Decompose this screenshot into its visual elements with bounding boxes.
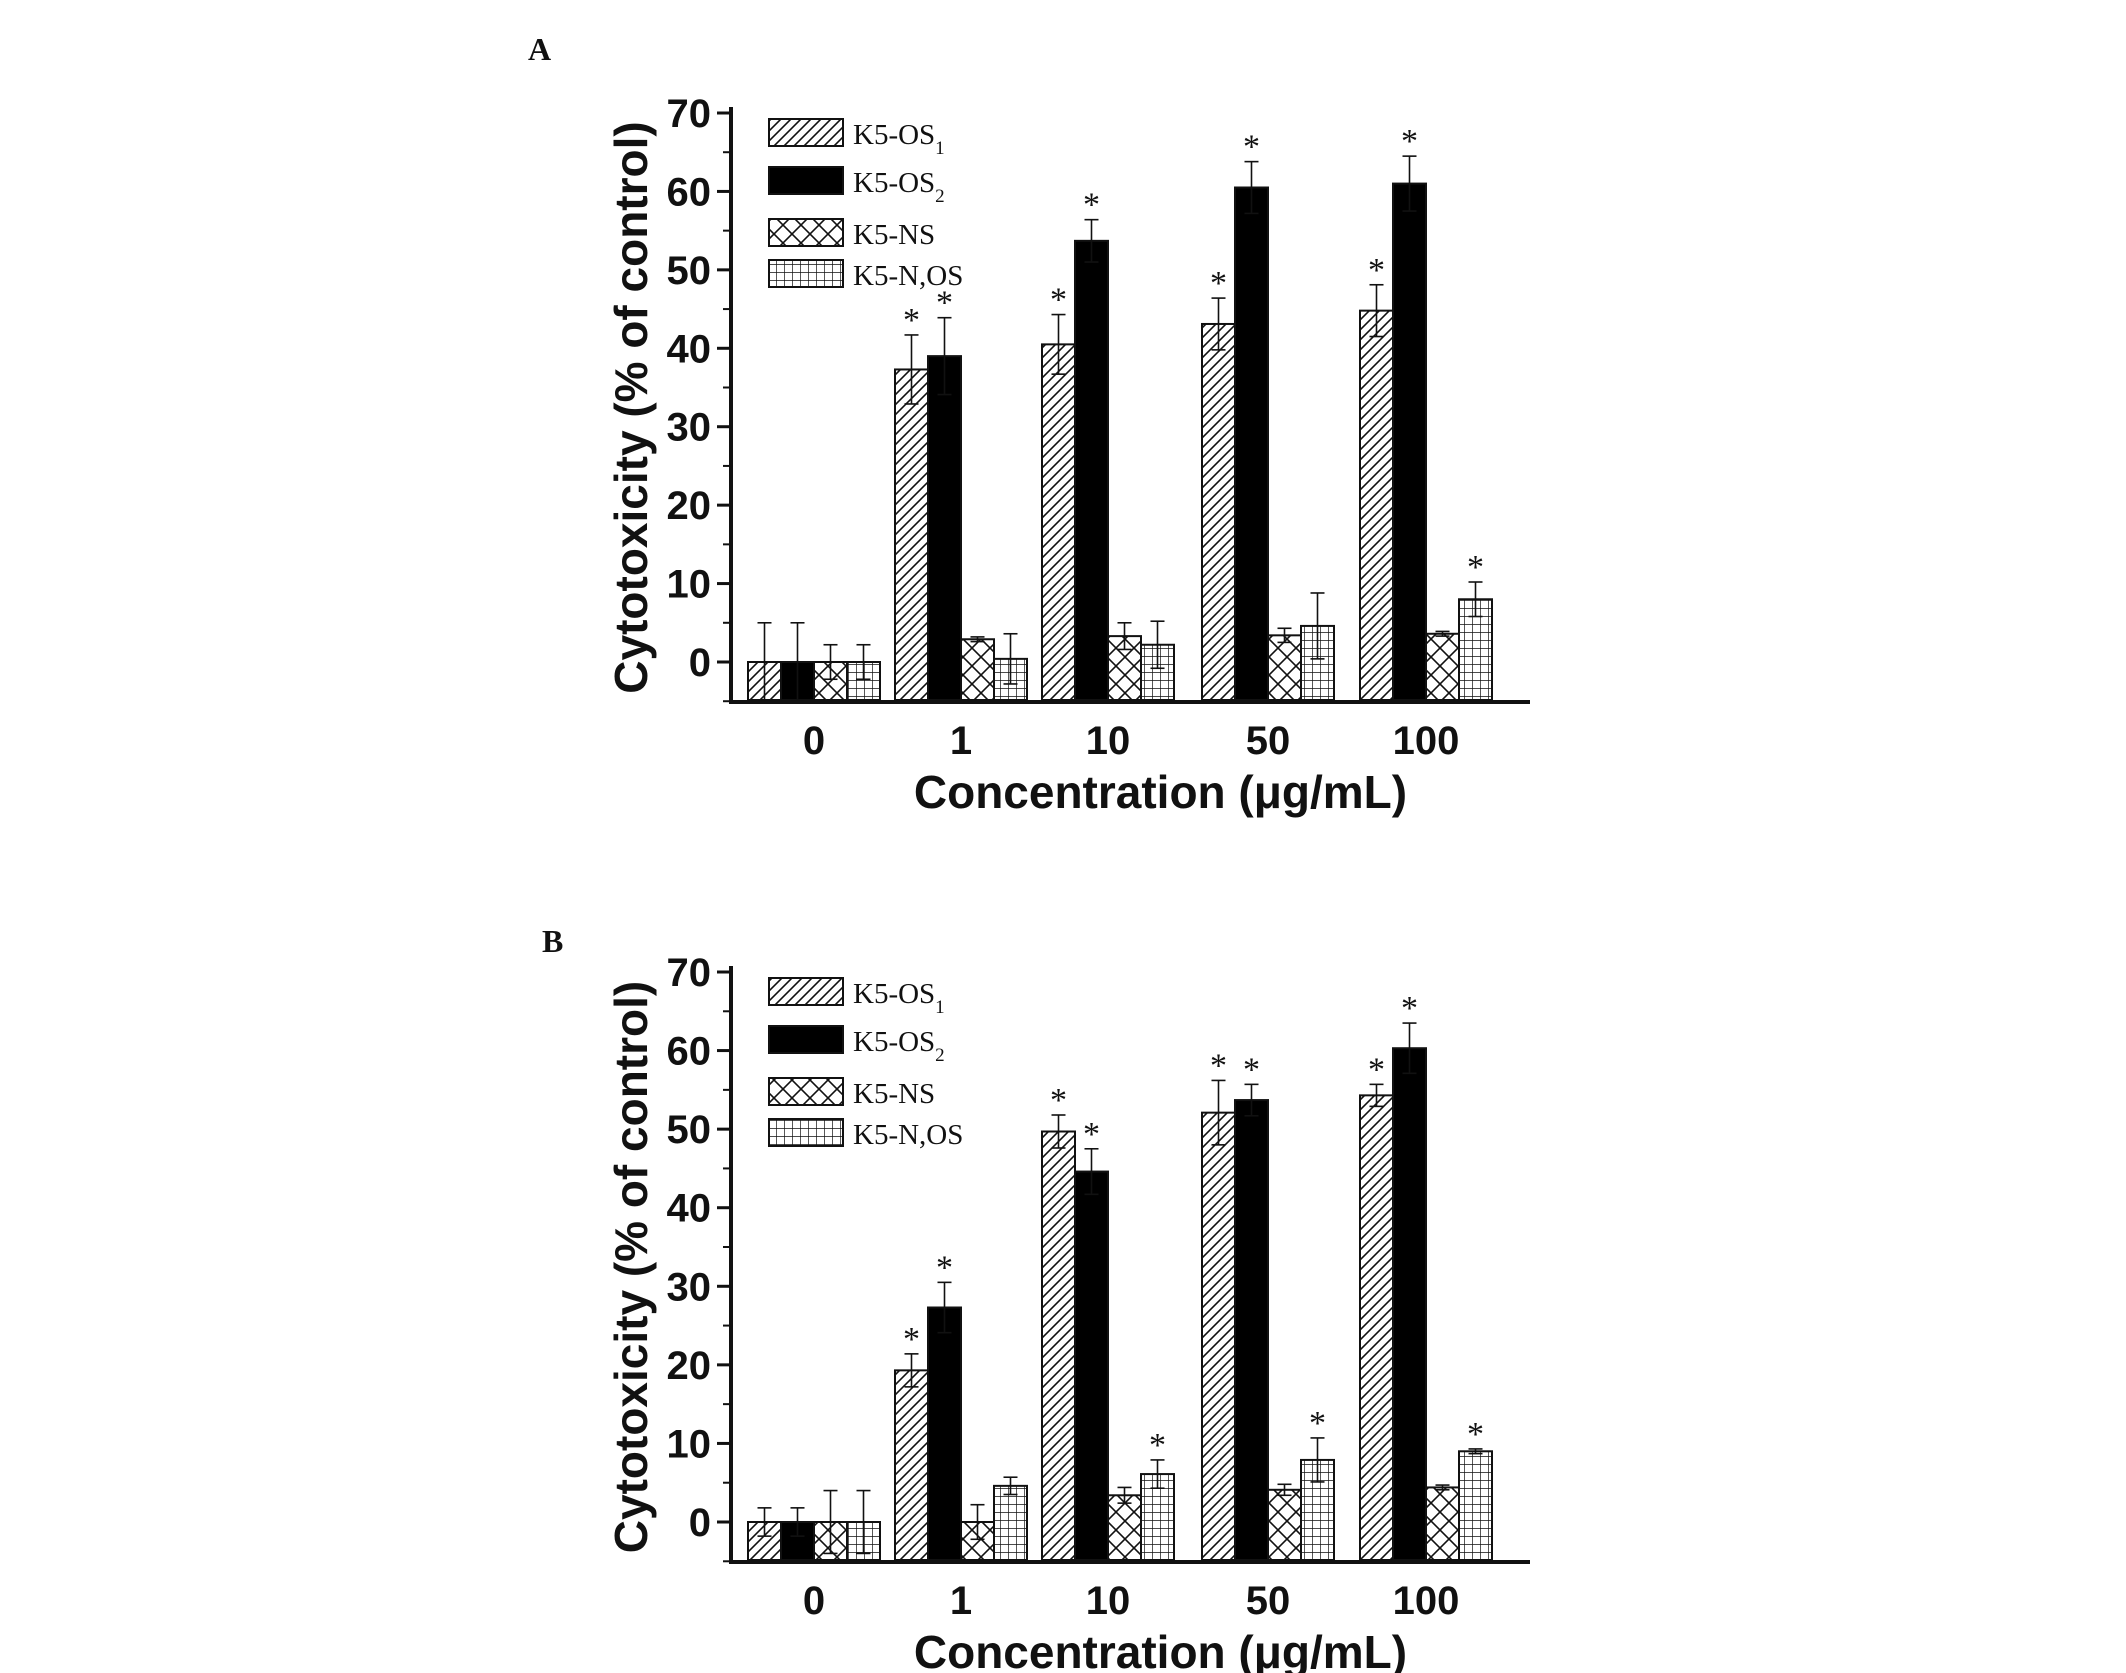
y-tick-label: 10 — [667, 1422, 712, 1466]
bar — [1074, 1170, 1109, 1561]
y-tick-label: 30 — [667, 406, 712, 450]
significance-marker: * — [1401, 123, 1418, 160]
bar — [1107, 1494, 1142, 1562]
bar — [894, 368, 929, 701]
x-tick-label: 50 — [1246, 719, 1291, 763]
legend-label: K5-N,OS — [853, 1119, 963, 1151]
bar — [1234, 1099, 1269, 1561]
bar — [1267, 634, 1302, 701]
x-tick-label: 100 — [1393, 1579, 1460, 1623]
y-tick-label: 30 — [667, 1265, 712, 1309]
significance-marker: * — [1309, 1405, 1326, 1442]
x-axis-label: Concentration (μg/mL) — [914, 1626, 1407, 1673]
legend-label: K5-OS2 — [853, 1026, 945, 1066]
bar — [1041, 343, 1076, 701]
legend-subscript: 2 — [935, 186, 945, 207]
significance-marker: * — [903, 1321, 920, 1358]
legend-swatch — [768, 166, 844, 195]
x-tick-label: 100 — [1393, 719, 1460, 763]
bar — [960, 638, 995, 702]
legend-subscript: 2 — [935, 1045, 945, 1066]
y-tick-label: 60 — [667, 1030, 712, 1074]
significance-marker: * — [1149, 1427, 1166, 1464]
significance-marker: * — [1083, 1116, 1100, 1153]
y-tick-label: 40 — [667, 1187, 712, 1231]
legend-label: K5-OS1 — [853, 119, 945, 159]
x-tick-label: 0 — [803, 719, 825, 763]
y-tick-label: 20 — [667, 484, 712, 528]
legend-subscript: 1 — [935, 997, 945, 1018]
bar — [1234, 186, 1269, 701]
significance-marker: * — [1401, 990, 1418, 1027]
significance-marker: * — [1243, 1051, 1260, 1088]
y-tick-label: 50 — [667, 1108, 712, 1152]
legend-swatch — [768, 218, 844, 247]
legend-swatch — [768, 259, 844, 288]
bar — [1392, 182, 1427, 702]
y-tick-label: 20 — [667, 1344, 712, 1388]
x-tick-label: 1 — [950, 1579, 972, 1623]
y-tick-label: 60 — [667, 170, 712, 214]
y-axis-label: Cytotoxicity (% of control) — [605, 981, 657, 1553]
legend-swatch — [768, 118, 844, 147]
y-axis-label: Cytotoxicity (% of control) — [605, 121, 657, 693]
legend-label: K5-NS — [853, 219, 935, 251]
significance-marker: * — [1050, 282, 1067, 319]
panel-label: B — [542, 923, 563, 959]
significance-marker: * — [1210, 265, 1227, 302]
bar — [1041, 1130, 1076, 1561]
panel-label: A — [528, 31, 551, 67]
legend-label: K5-NS — [853, 1078, 935, 1110]
y-tick-label: 0 — [689, 1501, 711, 1545]
bar — [927, 1306, 962, 1561]
x-tick-label: 1 — [950, 719, 972, 763]
significance-marker: * — [1368, 1051, 1385, 1088]
significance-marker: * — [1210, 1047, 1227, 1084]
y-tick-label: 70 — [667, 92, 712, 136]
bar — [1201, 1111, 1236, 1561]
legend-swatch — [768, 1077, 844, 1106]
significance-marker: * — [936, 1249, 953, 1286]
x-tick-label: 10 — [1086, 1579, 1131, 1623]
y-tick-label: 0 — [689, 641, 711, 685]
bar — [1458, 1450, 1493, 1562]
legend-label: K5-OS2 — [853, 167, 945, 207]
bar — [927, 355, 962, 701]
significance-marker: * — [903, 302, 920, 339]
legend-swatch — [768, 1025, 844, 1054]
x-axis-label: Concentration (μg/mL) — [914, 766, 1407, 818]
bar — [1359, 309, 1394, 701]
x-tick-label: 0 — [803, 1579, 825, 1623]
bar — [1074, 239, 1109, 702]
x-tick-label: 50 — [1246, 1579, 1291, 1623]
bar — [1359, 1094, 1394, 1562]
bar — [894, 1369, 929, 1562]
bar — [1201, 322, 1236, 701]
significance-marker: * — [1467, 1416, 1484, 1453]
bar — [1425, 632, 1460, 701]
legend-swatch — [768, 1118, 844, 1147]
significance-marker: * — [1050, 1082, 1067, 1119]
significance-marker: * — [1083, 187, 1100, 224]
bar — [1267, 1488, 1302, 1562]
significance-marker: * — [1467, 549, 1484, 586]
legend-label: K5-OS1 — [853, 978, 945, 1018]
significance-marker: * — [1368, 252, 1385, 289]
significance-marker: * — [1243, 129, 1260, 166]
y-tick-label: 10 — [667, 563, 712, 607]
bar — [1425, 1486, 1460, 1562]
legend-swatch — [768, 977, 844, 1006]
bar — [993, 1484, 1028, 1562]
x-tick-label: 10 — [1086, 719, 1131, 763]
bar — [1392, 1047, 1427, 1561]
legend-subscript: 1 — [935, 138, 945, 159]
y-tick-label: 70 — [667, 951, 712, 995]
significance-marker: * — [936, 285, 953, 322]
legend-label: K5-N,OS — [853, 260, 963, 292]
y-tick-label: 40 — [667, 327, 712, 371]
y-tick-label: 50 — [667, 249, 712, 293]
